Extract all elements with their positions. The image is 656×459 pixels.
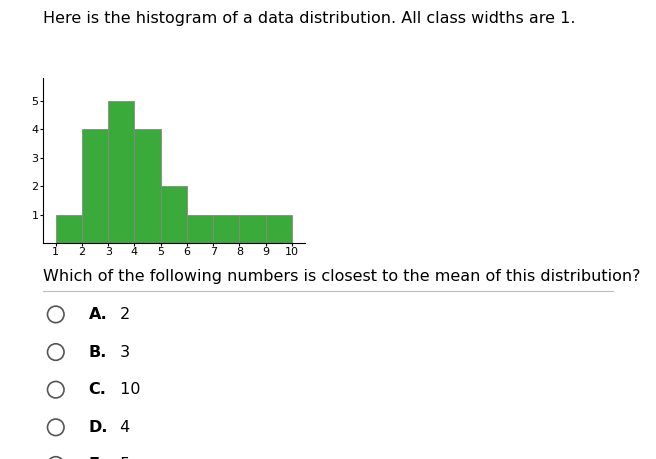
Bar [82, 129, 108, 243]
Bar [108, 101, 134, 243]
Text: B.: B. [89, 345, 107, 359]
Bar [56, 215, 82, 243]
Bar [187, 215, 213, 243]
Bar [213, 215, 239, 243]
Bar [134, 129, 161, 243]
Text: E.: E. [89, 458, 106, 459]
Text: Here is the histogram of a data distribution. All class widths are 1.: Here is the histogram of a data distribu… [43, 11, 575, 27]
Bar [266, 215, 292, 243]
Text: 5: 5 [115, 458, 130, 459]
Text: D.: D. [89, 420, 108, 435]
Text: 3: 3 [115, 345, 130, 359]
Text: 2: 2 [115, 307, 130, 322]
Text: Which of the following numbers is closest to the mean of this distribution?: Which of the following numbers is closes… [43, 269, 640, 284]
Text: 4: 4 [115, 420, 130, 435]
Text: C.: C. [89, 382, 106, 397]
Text: A.: A. [89, 307, 108, 322]
Text: 10: 10 [115, 382, 140, 397]
Bar [239, 215, 266, 243]
Bar [161, 186, 187, 243]
